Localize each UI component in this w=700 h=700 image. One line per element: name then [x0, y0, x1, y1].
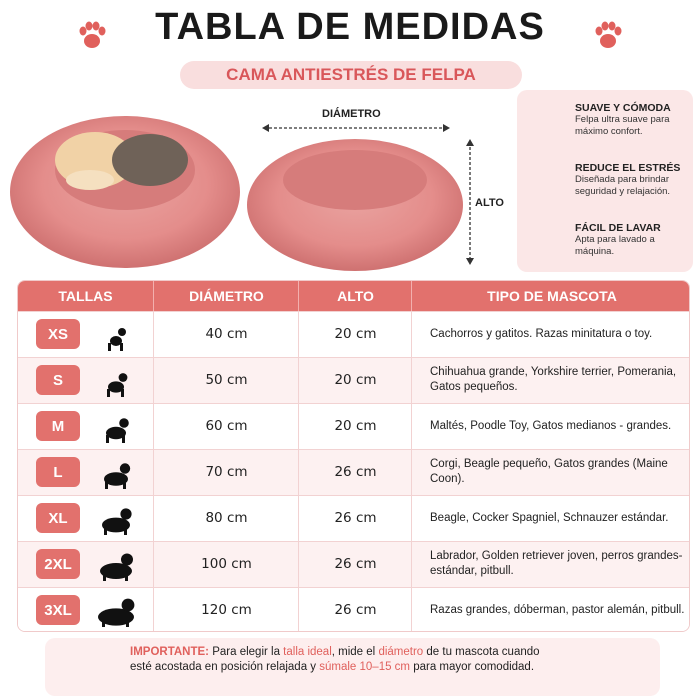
table-row	[18, 403, 689, 450]
measure: 80 cm	[153, 495, 299, 541]
measure: 20 cm	[298, 311, 412, 357]
measure: 120 cm	[153, 587, 299, 631]
note-part: , mide el	[331, 646, 379, 658]
pet-icon	[96, 455, 136, 489]
measure: 20 cm	[298, 357, 412, 403]
note-part: Para elegir la	[209, 646, 284, 658]
size-badge: 3XL	[36, 595, 80, 625]
pet-icon	[96, 409, 136, 443]
column-header: ALTO	[298, 281, 412, 311]
size-badge: M	[36, 411, 80, 441]
features-panel: SUAVE Y CÓMODA Felpa ultra suave para máx…	[517, 90, 693, 272]
pet-silhouette	[104, 463, 131, 489]
note-part: IMPORTANTE:	[130, 646, 210, 658]
note-part: para mayor comodidad.	[410, 661, 535, 673]
measure: 50 cm	[153, 357, 299, 403]
subtitle: CAMA ANTIESTRÉS DE FELPA	[180, 61, 522, 89]
size-table: TALLAS DIÁMETRO ALTO TIPO DE MASCOTA XS 40 cm…	[17, 280, 690, 632]
pet-type: Maltés, Poodle Toy, Gatos medianos - gra…	[411, 403, 689, 449]
pet-silhouette	[106, 418, 129, 443]
pet-type: Beagle, Cocker Spagniel, Schnauzer están…	[411, 495, 689, 541]
measure: 100 cm	[153, 541, 299, 587]
measure: 26 cm	[298, 541, 412, 587]
pet-silhouette	[107, 373, 128, 397]
pet-type: Razas grandes, dóberman, pastor alemán, …	[411, 587, 689, 631]
size-badge: L	[36, 457, 80, 487]
table-row	[18, 449, 689, 496]
size-badge: XS	[36, 319, 80, 349]
measure: 70 cm	[153, 449, 299, 495]
pet-icon	[96, 547, 136, 581]
note-box	[45, 638, 660, 696]
title: TABLA DE MEDIDAS	[155, 6, 545, 48]
column-header: DIÁMETRO	[153, 281, 299, 311]
column-header: TALLAS	[18, 281, 153, 311]
note-part: talla ideal	[283, 646, 332, 658]
feature-title: REDUCE EL ESTRÉS	[575, 162, 681, 174]
feature-text: Felpa ultra suave para máximo confort.	[575, 114, 670, 137]
pet-silhouette	[100, 553, 133, 581]
bed-photo	[247, 139, 463, 271]
height-label: ALTO	[475, 197, 504, 209]
feature-title: FÁCIL DE LAVAR	[575, 222, 661, 234]
bed-photo	[10, 116, 240, 268]
feature-title: SUAVE Y CÓMODA	[575, 102, 671, 114]
pet-silhouette	[98, 598, 135, 627]
pet-silhouette	[108, 328, 126, 351]
measure: 20 cm	[298, 403, 412, 449]
size-badge: 2XL	[36, 549, 80, 579]
note-part: de tu mascota cuando esté acostada en po…	[130, 646, 540, 673]
pet-type: Chihuahua grande, Yorkshire terrier, Pom…	[411, 357, 689, 403]
pet-type: Labrador, Golden retriever joven, perros…	[411, 541, 689, 587]
pet-icon	[96, 363, 136, 397]
feature-text: Diseñada para brindar seguridad y relaja…	[575, 174, 671, 197]
pet-icon	[96, 317, 136, 351]
pet-icon	[96, 593, 136, 627]
table-row	[18, 357, 689, 404]
measure: 40 cm	[153, 311, 299, 357]
feature: SUAVE Y CÓMODA Felpa ultra suave para máx…	[575, 102, 693, 138]
note-part: diámetro	[378, 646, 424, 658]
feature: REDUCE EL ESTRÉS Diseñada para brindar se…	[575, 162, 693, 198]
measure: 26 cm	[298, 449, 412, 495]
note-part: súmale 10–15 cm	[319, 661, 411, 673]
measure: 60 cm	[153, 403, 299, 449]
diameter-label: DIÁMETRO	[322, 108, 381, 120]
table-row	[18, 495, 689, 542]
size-badge: S	[36, 365, 80, 395]
pet-type: Cachorros y gatitos. Razas minitatura o …	[411, 311, 689, 357]
feature-text: Apta para lavado a máquina.	[575, 234, 655, 257]
size-badge: XL	[36, 503, 80, 533]
pet-silhouette	[102, 508, 132, 535]
table-row	[18, 311, 689, 358]
pet-icon	[96, 501, 136, 535]
note-text: IMPORTANTE: Para elegir la talla ideal, …	[130, 645, 550, 675]
column-header: TIPO DE MASCOTA	[411, 281, 689, 311]
measure: 26 cm	[298, 587, 412, 631]
pet-type: Corgi, Beagle pequeño, Gatos grandes (Ma…	[411, 449, 689, 495]
dimension-arrows	[264, 127, 471, 262]
feature: FÁCIL DE LAVAR Apta para lavado a máquina…	[575, 222, 693, 258]
measure: 26 cm	[298, 495, 412, 541]
